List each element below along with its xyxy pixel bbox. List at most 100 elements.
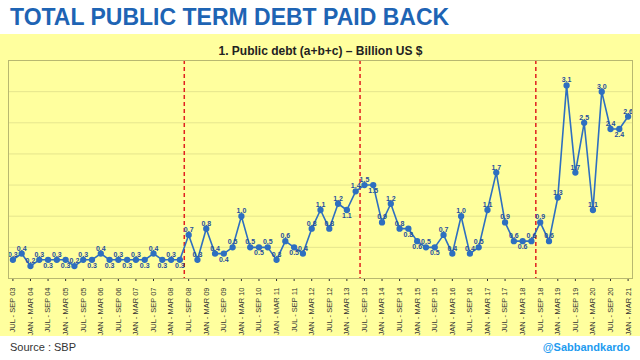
svg-text:0.5: 0.5 <box>263 238 273 245</box>
svg-text:1.3: 1.3 <box>553 189 563 196</box>
svg-text:0.8: 0.8 <box>324 220 334 227</box>
svg-text:0.3: 0.3 <box>87 262 97 269</box>
svg-text:0.5: 0.5 <box>245 238 255 245</box>
svg-text:JUL - SEP 17: JUL - SEP 17 <box>500 288 509 333</box>
svg-text:JUL - SEP 10: JUL - SEP 10 <box>254 288 263 333</box>
svg-text:JAN - MAR 09: JAN - MAR 09 <box>202 288 211 336</box>
svg-text:0.3: 0.3 <box>61 262 71 269</box>
svg-text:0.6: 0.6 <box>544 232 554 239</box>
svg-text:JUL - SEP 06: JUL - SEP 06 <box>114 288 123 333</box>
svg-text:JAN - MAR 13: JAN - MAR 13 <box>342 288 351 336</box>
svg-text:0.9: 0.9 <box>535 213 545 220</box>
svg-text:JAN - MAR 14: JAN - MAR 14 <box>377 288 386 336</box>
svg-text:JUL - SEP 16: JUL - SEP 16 <box>465 288 474 333</box>
svg-text:3.1: 3.1 <box>562 76 572 83</box>
svg-text:1.1: 1.1 <box>483 201 493 208</box>
svg-text:0.3: 0.3 <box>43 262 53 269</box>
svg-text:1.5: 1.5 <box>360 176 370 183</box>
svg-text:1.7: 1.7 <box>491 164 501 171</box>
svg-text:0.9: 0.9 <box>377 213 387 220</box>
svg-text:JAN - MAR 17: JAN - MAR 17 <box>483 288 492 336</box>
svg-text:1.1: 1.1 <box>342 212 352 219</box>
svg-text:JAN - MAR 04: JAN - MAR 04 <box>26 288 35 336</box>
svg-text:2.6: 2.6 <box>623 108 633 115</box>
svg-text:0.3: 0.3 <box>34 251 44 258</box>
svg-text:1. Public debt (a+b+c) – Billi: 1. Public debt (a+b+c) – Billion US $ <box>218 44 422 58</box>
svg-text:JAN - MAR 10: JAN - MAR 10 <box>237 288 246 336</box>
svg-text:1.4: 1.4 <box>351 182 361 189</box>
svg-text:JUL - SEP 14: JUL - SEP 14 <box>395 288 404 333</box>
svg-text:0.3: 0.3 <box>175 262 185 269</box>
svg-text:0.5: 0.5 <box>474 238 484 245</box>
svg-text:1.7: 1.7 <box>571 164 581 171</box>
svg-text:0.4: 0.4 <box>17 245 27 252</box>
svg-text:2.4: 2.4 <box>606 120 616 127</box>
svg-text:0.3: 0.3 <box>78 251 88 258</box>
svg-text:JUL - SEP 19: JUL - SEP 19 <box>571 288 580 333</box>
svg-text:1.2: 1.2 <box>386 195 396 202</box>
svg-text:JAN - MAR 21: JAN - MAR 21 <box>624 288 633 336</box>
svg-text:0.6: 0.6 <box>509 232 519 239</box>
svg-text:0.8: 0.8 <box>404 231 414 238</box>
svg-text:1.5: 1.5 <box>368 187 378 194</box>
svg-text:JUL - SEP 09: JUL - SEP 09 <box>219 288 228 333</box>
svg-text:0.3: 0.3 <box>193 251 203 258</box>
svg-text:0.4: 0.4 <box>447 245 457 252</box>
svg-text:0.4: 0.4 <box>96 245 106 252</box>
svg-text:0.3: 0.3 <box>8 251 18 258</box>
svg-text:0.4: 0.4 <box>465 245 475 252</box>
svg-text:0.3: 0.3 <box>140 262 150 269</box>
svg-text:0.5: 0.5 <box>254 249 264 256</box>
svg-text:JUL - SEP 07: JUL - SEP 07 <box>149 288 158 333</box>
svg-text:0.4: 0.4 <box>210 245 220 252</box>
svg-text:JAN - MAR 06: JAN - MAR 06 <box>96 288 105 336</box>
svg-text:0.4: 0.4 <box>298 245 308 252</box>
svg-text:JUL - SEP 12: JUL - SEP 12 <box>325 288 334 333</box>
svg-text:0.3: 0.3 <box>157 262 167 269</box>
svg-text:3.0: 3.0 <box>597 83 607 90</box>
svg-text:JUL - SEP 08: JUL - SEP 08 <box>184 288 193 333</box>
svg-text:JUL - SEP 11: JUL - SEP 11 <box>290 288 299 332</box>
svg-text:JAN - MAR 08: JAN - MAR 08 <box>166 288 175 336</box>
svg-text:1.2: 1.2 <box>333 195 343 202</box>
svg-text:0.4: 0.4 <box>219 256 229 263</box>
svg-text:2.5: 2.5 <box>579 114 589 121</box>
svg-text:JUL - SEP 15: JUL - SEP 15 <box>430 288 439 333</box>
svg-text:0.6: 0.6 <box>412 243 422 250</box>
svg-text:JAN - MAR 11: JAN - MAR 11 <box>272 288 281 335</box>
svg-text:0.7: 0.7 <box>439 226 449 233</box>
svg-text:0.5: 0.5 <box>421 238 431 245</box>
svg-text:JAN - MAR 05: JAN - MAR 05 <box>61 288 70 336</box>
svg-text:0.3: 0.3 <box>131 251 141 258</box>
svg-text:0.5: 0.5 <box>289 249 299 256</box>
svg-text:0.3: 0.3 <box>166 251 176 258</box>
svg-text:0.3: 0.3 <box>52 251 62 258</box>
svg-text:JUL - SEP 03: JUL - SEP 03 <box>8 288 17 333</box>
svg-text:JUL - SEP 05: JUL - SEP 05 <box>79 288 88 333</box>
svg-text:JUL - SEP 04: JUL - SEP 04 <box>43 288 52 333</box>
svg-text:0.5: 0.5 <box>228 238 238 245</box>
svg-text:0.7: 0.7 <box>184 226 194 233</box>
svg-text:0.9: 0.9 <box>500 213 510 220</box>
svg-text:0.5: 0.5 <box>430 249 440 256</box>
svg-text:0.2: 0.2 <box>70 257 80 264</box>
svg-text:0.6: 0.6 <box>527 232 537 239</box>
svg-text:0.4: 0.4 <box>149 245 159 252</box>
svg-text:JAN - MAR 16: JAN - MAR 16 <box>448 288 457 336</box>
svg-text:1.0: 1.0 <box>456 207 466 214</box>
svg-text:JAN - MAR 18: JAN - MAR 18 <box>518 288 527 336</box>
svg-text:0.3: 0.3 <box>105 262 115 269</box>
svg-text:JAN - MAR 20: JAN - MAR 20 <box>588 288 597 336</box>
svg-text:1.1: 1.1 <box>588 201 598 208</box>
svg-text:JAN - MAR 12: JAN - MAR 12 <box>307 288 316 336</box>
svg-text:0.6: 0.6 <box>280 232 290 239</box>
svg-text:0.3: 0.3 <box>122 262 132 269</box>
svg-text:JAN - MAR 15: JAN - MAR 15 <box>413 288 422 336</box>
svg-text:JAN - MAR 19: JAN - MAR 19 <box>553 288 562 336</box>
svg-text:0.2: 0.2 <box>26 257 36 264</box>
svg-text:JAN - MAR 07: JAN - MAR 07 <box>131 288 140 336</box>
svg-text:JUL - SEP 18: JUL - SEP 18 <box>536 288 545 333</box>
svg-text:JUL - SEP 20: JUL - SEP 20 <box>606 288 615 333</box>
svg-text:0.6: 0.6 <box>518 243 528 250</box>
svg-text:JUL - SEP 13: JUL - SEP 13 <box>360 288 369 333</box>
